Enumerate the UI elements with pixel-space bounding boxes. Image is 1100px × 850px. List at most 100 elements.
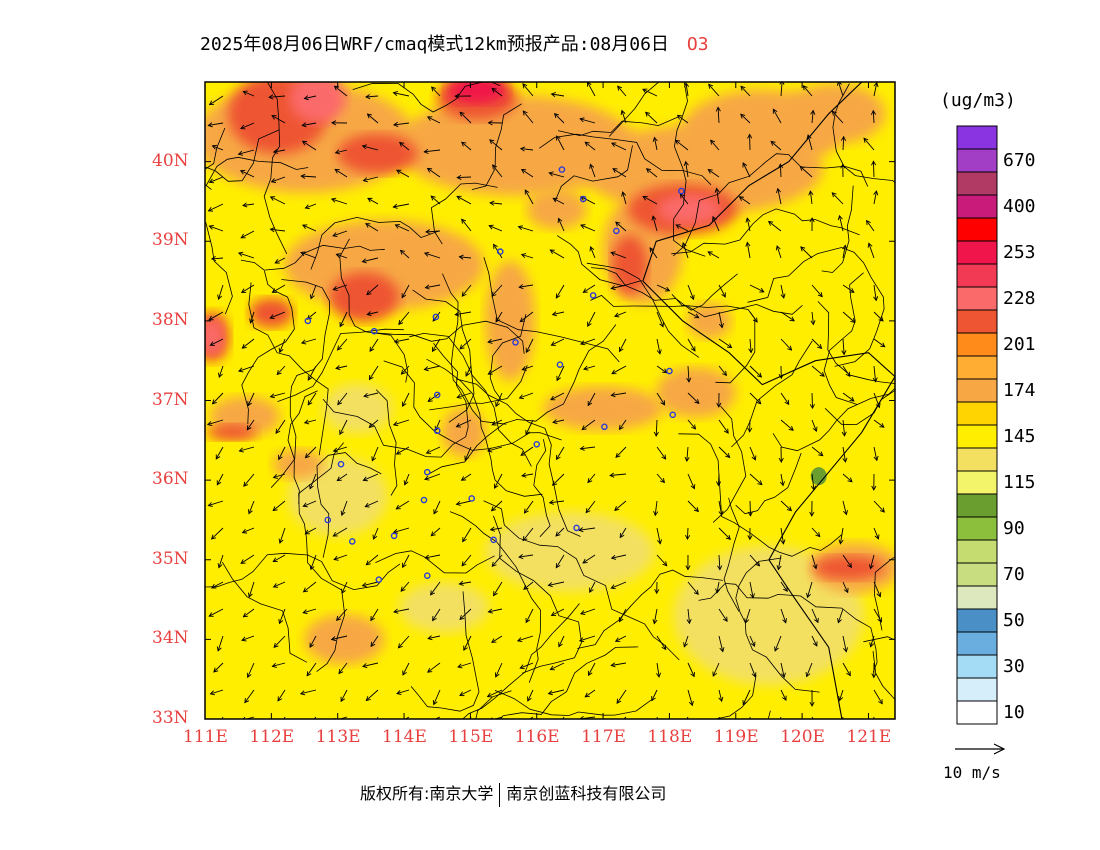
wind-arrow — [707, 169, 720, 178]
wind-arrow — [868, 554, 875, 570]
border-line — [205, 129, 280, 182]
wind-arrow — [217, 554, 224, 569]
wind-reference-arrow — [955, 743, 1006, 755]
wind-arrow — [426, 167, 441, 178]
colorbar-level-label: 228 — [1003, 287, 1036, 309]
wind-arrow — [392, 203, 410, 209]
border-line — [449, 511, 542, 683]
colorbar-swatch — [956, 378, 998, 403]
wind-arrow — [552, 197, 565, 205]
wind-arrow — [332, 446, 348, 453]
monitoring-stations — [304, 166, 685, 583]
wind-arrow — [805, 662, 813, 678]
station-marker — [496, 248, 504, 255]
wind-arrow — [304, 446, 317, 459]
wind-arrow — [216, 635, 224, 652]
border-line — [375, 389, 398, 496]
wind-arrow — [687, 689, 694, 707]
wind-arrow — [589, 245, 596, 259]
wind-arrow — [431, 86, 441, 97]
border-line — [475, 690, 512, 719]
wind-arrow — [423, 365, 441, 372]
wind-arrow — [614, 500, 627, 511]
colorbar-level-label: 253 — [1003, 241, 1036, 263]
wind-arrow — [334, 149, 348, 155]
wind-arrow — [581, 419, 596, 431]
wind-arrow — [272, 500, 286, 512]
wind-arrow — [392, 419, 410, 427]
wind-arrow — [240, 230, 255, 239]
border-line — [248, 282, 329, 456]
station-marker — [669, 411, 677, 419]
wind-arrow — [393, 338, 410, 344]
colorbar-swatch — [956, 539, 998, 564]
wind-arrow — [278, 608, 286, 625]
border-line — [489, 314, 527, 400]
wind-arrow — [618, 419, 627, 431]
wind-arrow — [521, 472, 534, 478]
wind-arrow — [556, 135, 565, 151]
wind-arrow — [494, 473, 503, 489]
wind-arrow — [811, 365, 825, 377]
wind-arrow — [842, 284, 855, 293]
wind-arrow — [365, 689, 379, 702]
wind-arrow — [655, 662, 662, 678]
wind-arrow — [275, 419, 286, 435]
wind-arrow — [842, 581, 849, 594]
wind-arrow — [654, 581, 660, 595]
wind-arrow — [557, 217, 565, 232]
wind-arrow — [555, 554, 565, 569]
wind-arrow — [456, 174, 472, 180]
wind-arrow — [208, 95, 224, 106]
wind-arrow — [708, 83, 720, 97]
station-marker — [304, 317, 312, 325]
wind-arrow — [614, 311, 627, 318]
wind-arrow — [242, 90, 255, 97]
wind-arrow — [330, 197, 348, 205]
wind-arrow — [747, 527, 753, 541]
wind-arrow — [303, 95, 317, 101]
wind-arrow — [423, 251, 441, 259]
border-line — [383, 360, 562, 451]
colorbar-swatch — [956, 332, 998, 357]
wind-arrow — [653, 500, 659, 517]
wind-arrow — [493, 581, 503, 597]
wind-arrow — [749, 446, 757, 461]
wind-arrow — [302, 500, 317, 508]
border-line — [533, 439, 551, 538]
wind-arrow — [207, 203, 224, 212]
wind-arrow — [779, 82, 785, 97]
wind-arrow — [869, 635, 875, 648]
wind-arrow — [208, 608, 224, 617]
wind-arrow — [400, 581, 410, 592]
wind-arrow — [718, 608, 728, 622]
wind-arrow — [301, 140, 317, 151]
wind-arrow — [522, 83, 534, 97]
wind-arrow — [206, 419, 224, 426]
wind-arrow — [649, 247, 658, 259]
wind-arrow — [208, 224, 224, 232]
wind-arrow — [309, 473, 317, 490]
wind-arrow — [589, 163, 596, 178]
wind-arrow — [555, 446, 565, 461]
wind-arrow — [749, 284, 765, 293]
wind-arrow — [610, 392, 627, 398]
wind-arrow — [333, 716, 348, 719]
wind-arrow — [842, 311, 856, 324]
wind-arrow — [645, 168, 658, 178]
wind-arrow — [335, 365, 348, 371]
wind-arrow — [459, 608, 472, 621]
wind-arrow — [838, 689, 844, 702]
wind-arrow — [621, 191, 627, 205]
wind-arrow — [395, 446, 410, 455]
wind-arrow — [653, 419, 659, 437]
field-patch — [206, 424, 257, 441]
border-line — [678, 433, 842, 557]
field-patch — [249, 297, 294, 328]
wind-arrow — [580, 224, 596, 232]
station-marker — [420, 496, 428, 504]
station-marker — [678, 187, 685, 195]
wind-arrow — [210, 256, 224, 262]
wind-arrow — [516, 635, 534, 643]
wind-arrow — [463, 635, 472, 652]
